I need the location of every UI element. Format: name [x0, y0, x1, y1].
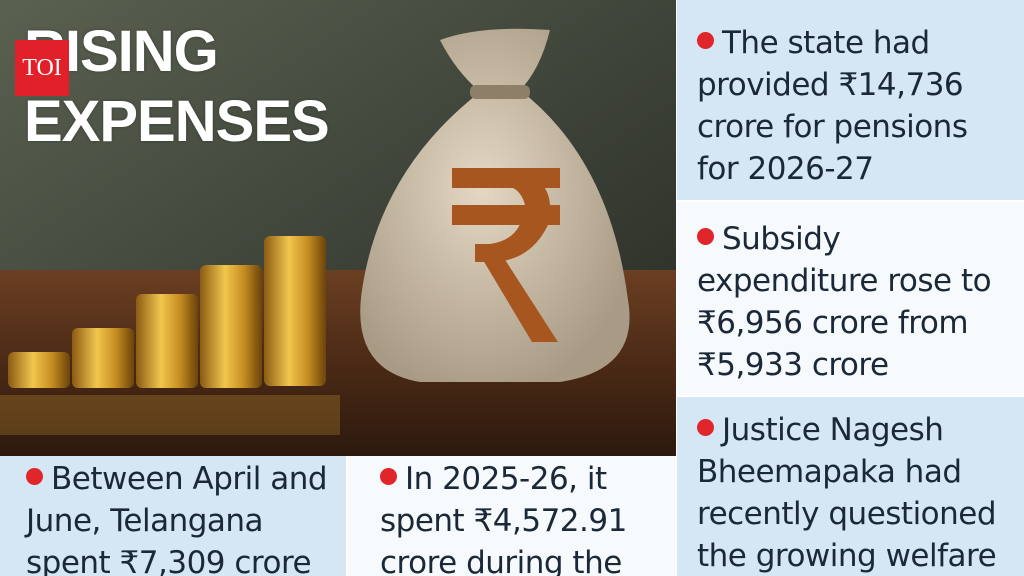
fact-text: Subsidy expenditure rose to ₹6,956 crore… [697, 221, 992, 383]
fact-text: Between April and June, Telangana spent … [26, 461, 328, 576]
bullet [26, 468, 43, 485]
coin-stacks [0, 236, 340, 435]
bullet [697, 419, 714, 436]
bullet [380, 468, 397, 485]
illustration [0, 0, 676, 456]
fact-text: In 2025-26, it spent ₹4,572.91 crore dur… [380, 461, 627, 576]
fact-panel: Between April and June, Telangana spent … [0, 456, 346, 576]
fact-panel: The state had provided ₹14,736 crore for… [677, 0, 1024, 200]
fact-panel: Subsidy expenditure rose to ₹6,956 crore… [677, 202, 1024, 395]
fact-text: Justice Nagesh Bheemapaka had recently q… [697, 412, 997, 574]
bullet [697, 228, 714, 245]
fact-text: The state had provided ₹14,736 crore for… [697, 25, 968, 187]
fact-panel: In 2025-26, it spent ₹4,572.91 crore dur… [348, 456, 675, 576]
money-bag [360, 28, 630, 382]
title-line: EXPENSES [24, 89, 330, 154]
logo: TOI [15, 40, 69, 96]
bullet [697, 32, 714, 49]
fact-panel: Justice Nagesh Bheemapaka had recently q… [677, 397, 1024, 576]
